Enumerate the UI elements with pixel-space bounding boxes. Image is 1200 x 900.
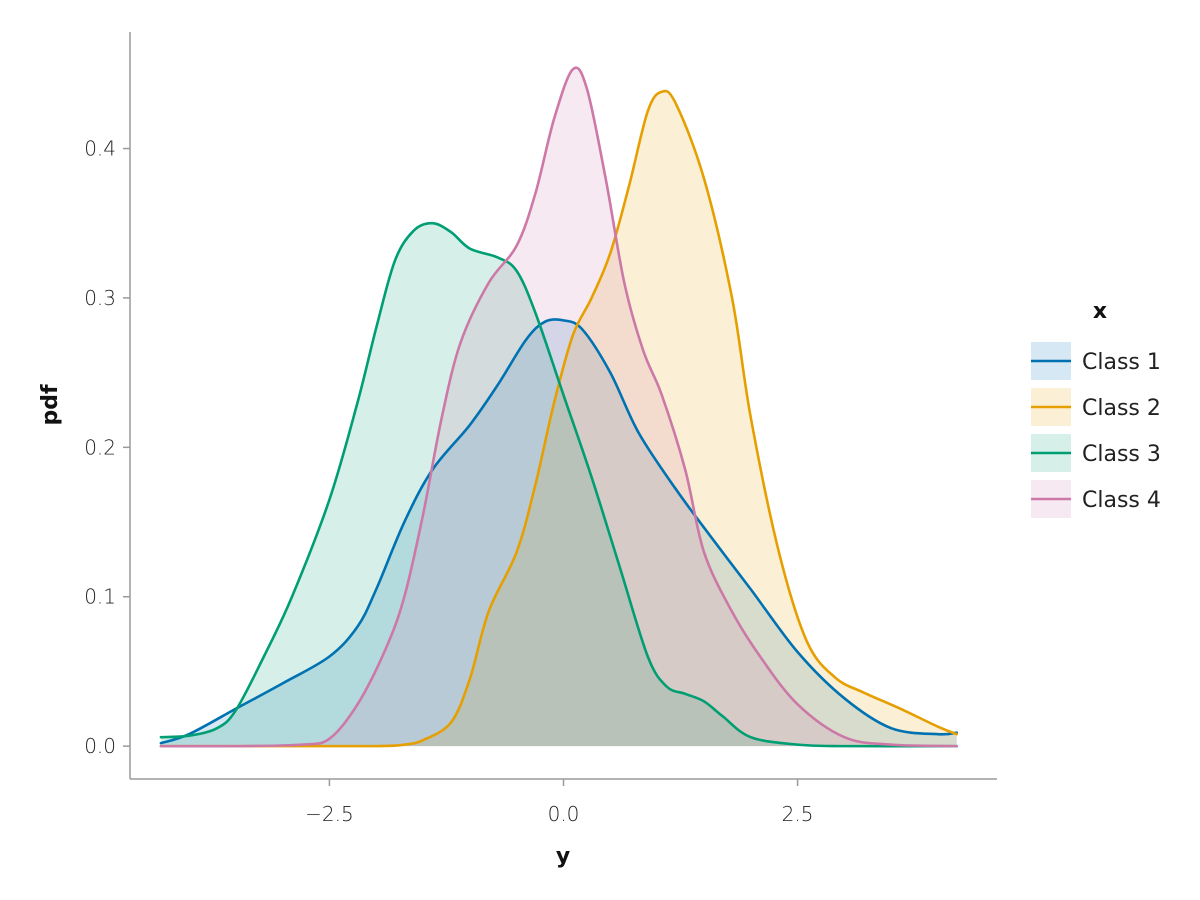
x-tick-label: −2.5 [305, 802, 354, 826]
x-tick-label: 2.5 [782, 802, 814, 826]
legend: x Class 1 Class 2 Class 3 Class 4 [1031, 299, 1161, 518]
density-line-class-1 [159, 318, 959, 745]
plot-area [159, 66, 959, 748]
density-area-class-4 [160, 67, 957, 747]
density-area-class-3 [160, 223, 957, 747]
y-tick-label: 0.4 [84, 137, 116, 161]
y-tick-label: 0.1 [84, 585, 116, 609]
legend-label: Class 2 [1082, 396, 1161, 421]
density-line-class-4 [159, 66, 959, 748]
legend-label: Class 3 [1082, 442, 1161, 467]
density-area-class-1 [160, 319, 957, 747]
density-line-class-3 [159, 221, 959, 748]
legend-item-class-4: Class 4 [1031, 480, 1161, 518]
legend-title: x [1093, 299, 1107, 324]
y-axis-title: pdf [38, 384, 63, 425]
x-tick-label: 0.0 [548, 802, 580, 826]
density-line-class-2 [159, 89, 959, 748]
density-area-class-2 [160, 91, 957, 747]
y-tick-label: 0.2 [84, 435, 116, 459]
tick-marks: −2.5 0.0 2.5 0.0 0.1 0.2 0.3 0.4 [84, 137, 813, 826]
legend-label: Class 1 [1082, 350, 1161, 375]
legend-item-class-1: Class 1 [1031, 342, 1161, 380]
x-axis-title: y [556, 844, 570, 869]
y-tick-label: 0.0 [84, 734, 116, 758]
legend-label: Class 4 [1082, 488, 1161, 513]
legend-item-class-2: Class 2 [1031, 388, 1161, 426]
legend-item-class-3: Class 3 [1031, 434, 1161, 472]
y-tick-label: 0.3 [84, 286, 116, 310]
